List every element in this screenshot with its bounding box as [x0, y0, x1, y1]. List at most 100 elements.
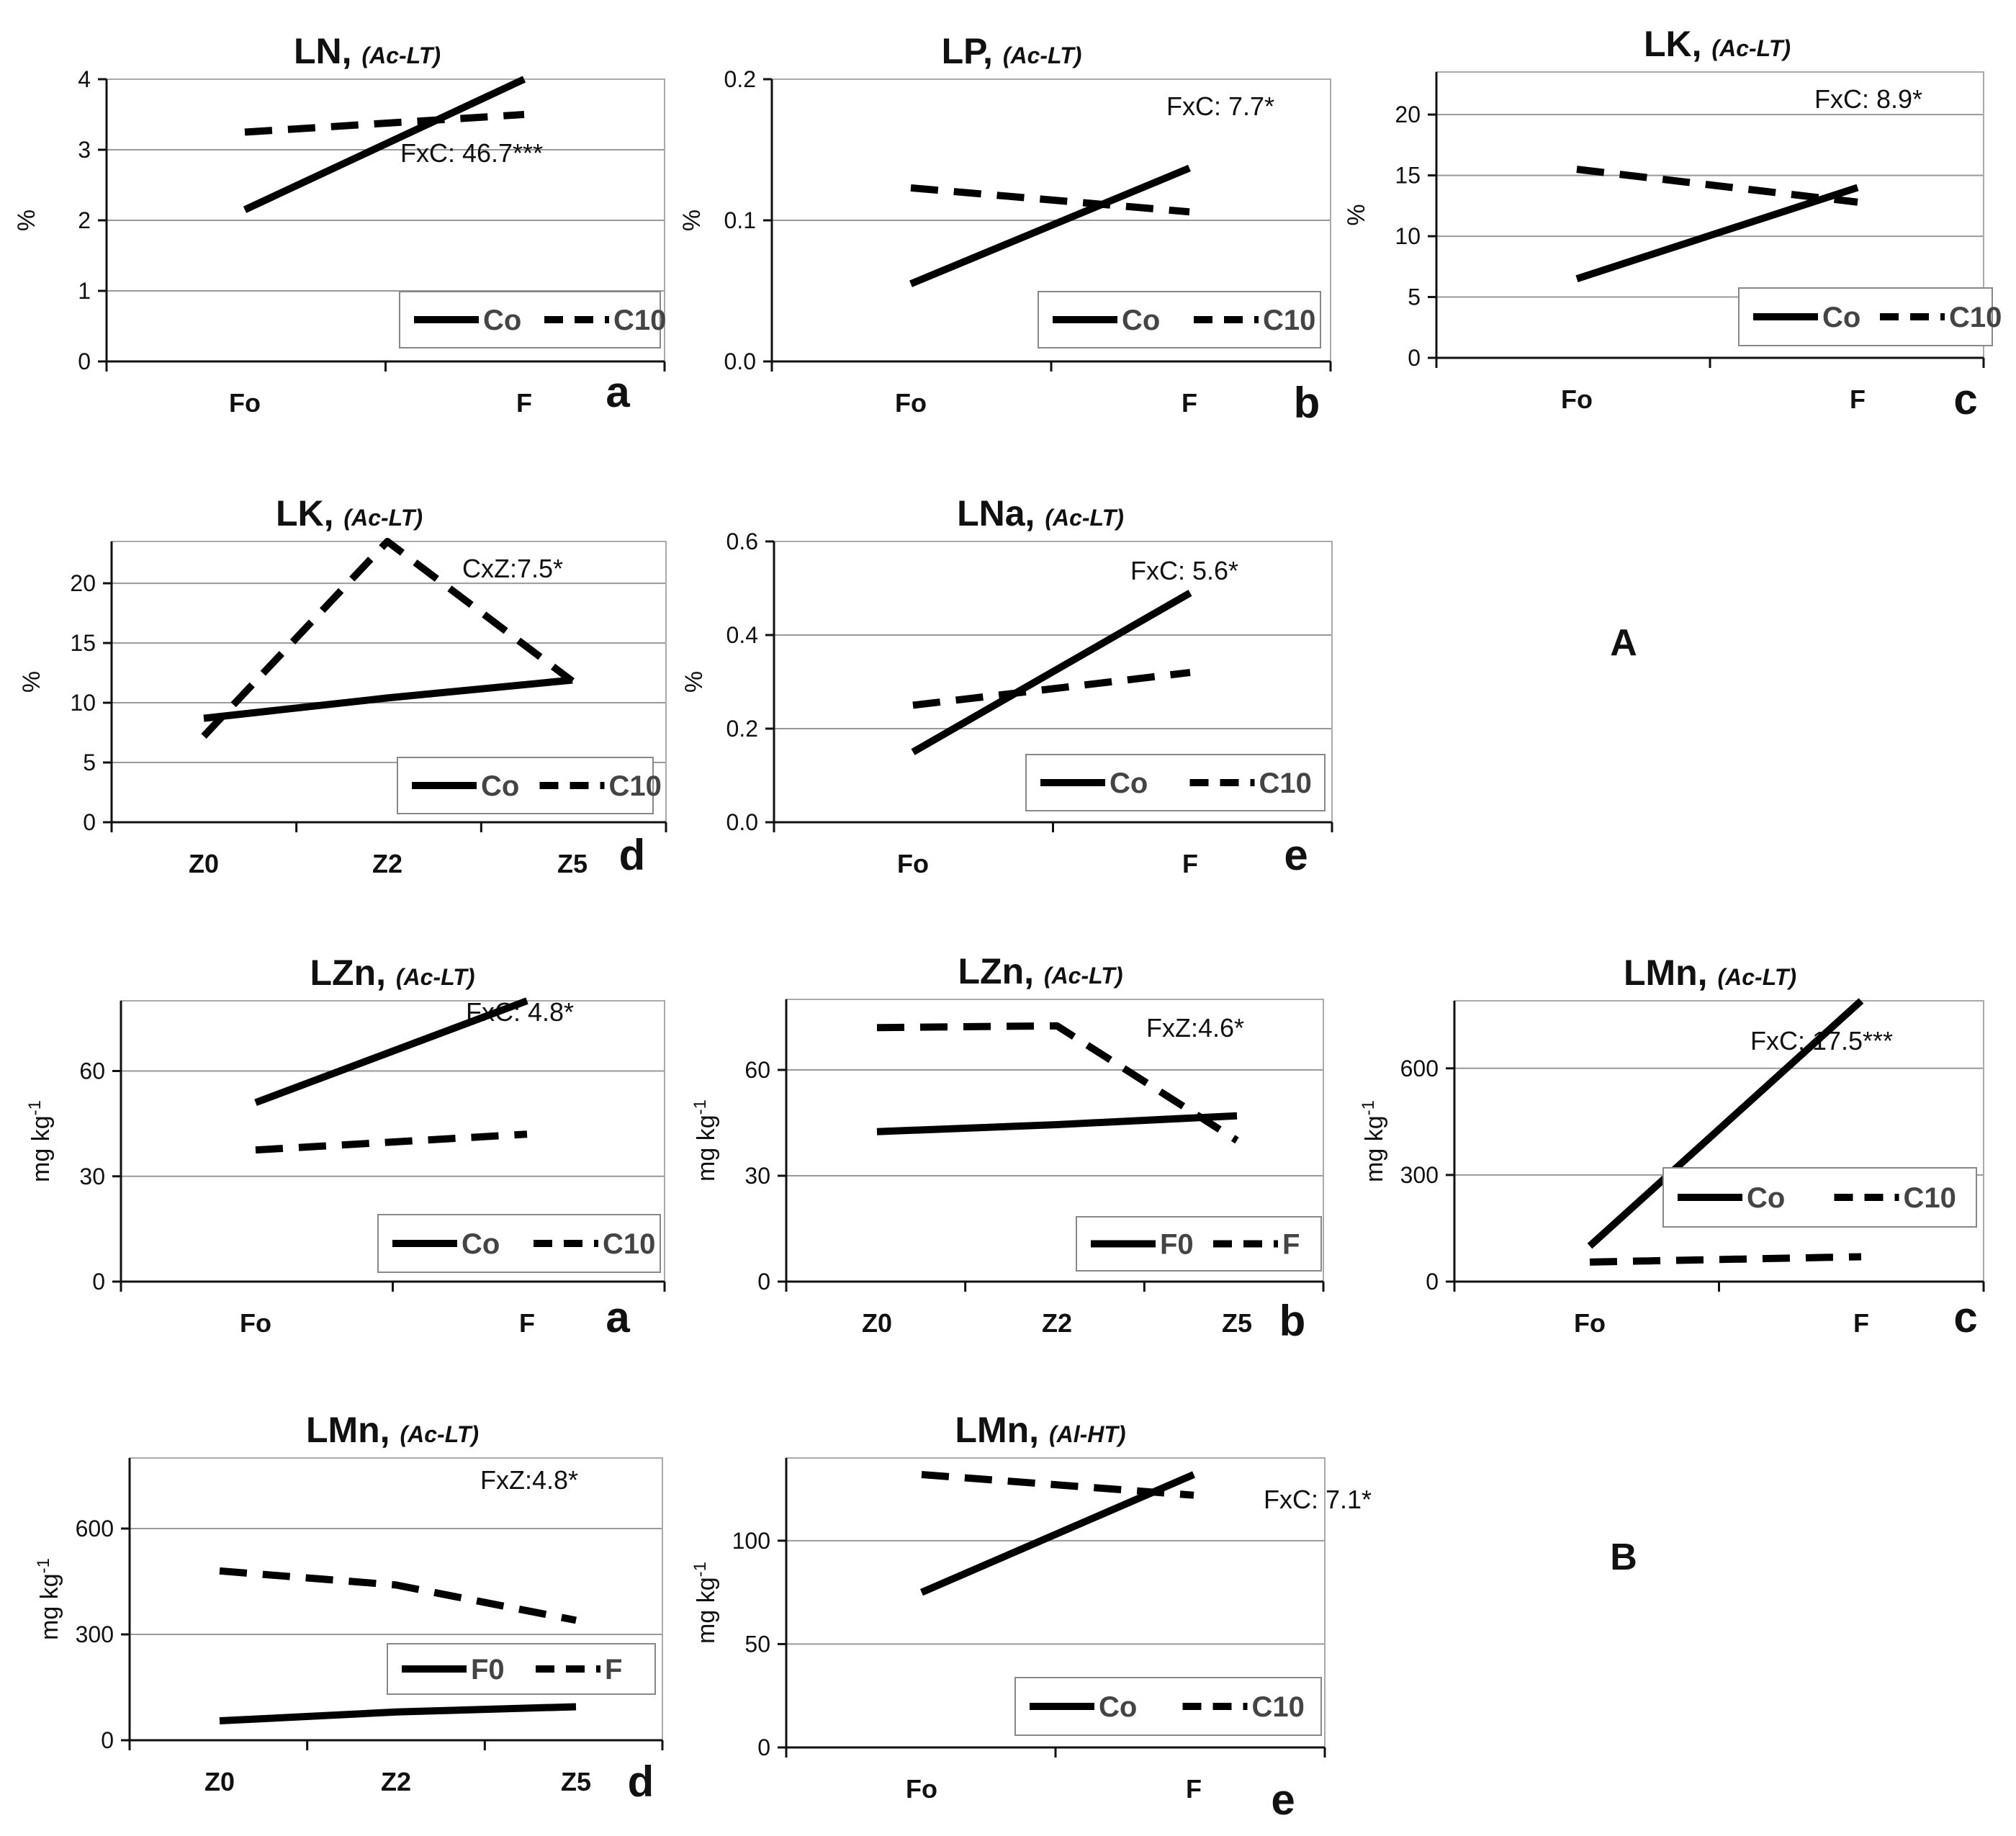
chart-3-y-tick-label: 5 — [1408, 284, 1421, 310]
chart-1-title-subtitle: (Ac-LT) — [361, 42, 441, 68]
chart-7-title-main: LZn, — [958, 951, 1043, 991]
chart-9-title-subtitle: (Ac-LT) — [400, 1421, 479, 1447]
chart-9-legend-label-f0: F0 — [471, 1654, 505, 1686]
chart-10-title-main: LMn, — [955, 1410, 1049, 1450]
chart-4-series-co-line — [203, 676, 573, 722]
chart-6-y-axis-label: mg kg-1 — [25, 1100, 55, 1182]
chart-8-x-tick-label: F — [1853, 1308, 1869, 1338]
chart-3-y-tick-label: 10 — [1395, 223, 1421, 249]
chart-7-panel-letter: b — [1279, 1297, 1306, 1345]
chart-4-y-tick-label: 0 — [83, 809, 96, 835]
chart-2-legend-label-c10: C10 — [1263, 305, 1315, 336]
chart-1-series-co-line — [243, 76, 526, 213]
chart-9-title: LMn, (Ac-LT) — [306, 1410, 479, 1450]
chart-10-panel-letter: e — [1271, 1776, 1295, 1824]
chart-8-title-main: LMn, — [1624, 953, 1718, 993]
chart-6-title-main: LZn, — [310, 953, 395, 993]
chart-9-x-tick-label: Z2 — [381, 1767, 411, 1796]
chart-2-series-c10-line — [910, 184, 1190, 216]
chart-4-y-axis-label: % — [18, 671, 45, 693]
chart-5-legend-label-c10: C10 — [1259, 768, 1312, 799]
chart-3-title-main: LK, — [1644, 24, 1711, 64]
chart-9-y-tick-label: 300 — [76, 1621, 114, 1647]
chart-8-y-tick-label: 600 — [1400, 1056, 1439, 1081]
chart-8-plot-area — [1454, 1000, 1984, 1282]
chart-3-panel-letter: c — [1953, 375, 1977, 423]
chart-3-annotation: FxC: 8.9* — [1814, 84, 1922, 114]
chart-6-series-co-line — [254, 997, 528, 1107]
chart-8-panel-letter: c — [1953, 1293, 1977, 1341]
chart-4-series-c10-line — [201, 538, 575, 739]
chart-10-x-tick-label: Fo — [906, 1774, 937, 1804]
chart-2-y-axis-label: % — [678, 210, 706, 231]
chart-7-series-f0-line — [876, 1112, 1238, 1135]
chart-7-title: LZn, (Ac-LT) — [958, 951, 1122, 991]
chart-5-panel-letter: e — [1284, 831, 1308, 879]
chart-9-x-tick-label: Z5 — [561, 1767, 591, 1796]
chart-1-x-tick-label: Fo — [229, 388, 261, 418]
chart-1-y-tick-label: 0 — [78, 348, 91, 374]
chart-1-series-c10-line — [244, 111, 525, 136]
chart-6-title: LZn, (Ac-LT) — [310, 953, 474, 993]
chart-1-annotation: FxC: 46.7*** — [400, 138, 543, 168]
chart-9-y-axis-label: mg kg-1 — [34, 1558, 63, 1640]
chart-9-x-tick-label: Z0 — [204, 1767, 235, 1796]
chart-7-y-tick-label: 60 — [744, 1057, 770, 1083]
chart-4-title-main: LK, — [276, 493, 343, 534]
chart-4-title-subtitle: (Ac-LT) — [343, 505, 423, 531]
group-label-B: B — [1610, 1536, 1637, 1578]
group-label-A: A — [1610, 622, 1637, 664]
chart-10-legend-box — [1014, 1677, 1322, 1736]
chart-5-x-tick-label: Fo — [897, 849, 929, 878]
chart-5-y-tick-label: 0.0 — [726, 809, 758, 835]
chart-10-annotation: FxC: 7.1* — [1264, 1485, 1372, 1514]
chart-4-y-tick-label: 10 — [70, 690, 96, 716]
chart-2-x-tick-label: F — [1182, 388, 1197, 418]
chart-9-y-tick-label: 600 — [76, 1516, 114, 1542]
chart-5-series-co-line — [911, 590, 1192, 755]
chart-4-panel-letter: d — [619, 831, 646, 879]
chart-3-legend-label-co: Co — [1822, 302, 1860, 333]
chart-1-y-tick-label: 1 — [78, 278, 91, 304]
chart-3-title: LK, (Ac-LT) — [1644, 24, 1791, 64]
chart-5-y-tick-label: 0.2 — [726, 716, 758, 742]
chart-1-legend-label-c10: C10 — [613, 305, 666, 336]
chart-9-series-f-line — [219, 1567, 577, 1624]
chart-3-series-co-line — [1575, 184, 1859, 282]
chart-6-y-tick-label: 30 — [79, 1164, 105, 1189]
chart-6-legend-label-c10: C10 — [603, 1228, 655, 1260]
chart-1-y-axis-label: % — [13, 210, 40, 231]
chart-6-y-tick-label: 60 — [79, 1058, 105, 1084]
chart-7-y-tick-label: 30 — [744, 1163, 770, 1189]
chart-4-legend-label-co: Co — [481, 770, 519, 802]
chart-2-panel-letter: b — [1294, 379, 1320, 427]
chart-1-title: LN, (Ac-LT) — [294, 31, 441, 71]
chart-5-x-tick-label: F — [1182, 849, 1198, 878]
chart-6-x-tick-label: Fo — [240, 1308, 271, 1338]
chart-2-legend-box — [1038, 291, 1321, 348]
chart-3-legend-label-c10: C10 — [1949, 302, 2002, 333]
chart-7-legend-label-f: F — [1282, 1229, 1300, 1261]
chart-10-x-tick-label: F — [1186, 1774, 1202, 1804]
chart-7-x-tick-label: Z0 — [862, 1308, 892, 1338]
chart-2-annotation: FxC: 7.7* — [1166, 91, 1274, 121]
chart-5-title-main: LNa, — [957, 493, 1045, 534]
chart-10-y-axis-label: mg kg-1 — [690, 1562, 720, 1644]
chart-10-legend-label-c10: C10 — [1252, 1691, 1305, 1723]
chart-7-annotation: FxZ:4.6* — [1146, 1013, 1244, 1043]
chart-8-title-subtitle: (Ac-LT) — [1717, 964, 1796, 990]
chart-4-annotation: CxZ:7.5* — [462, 554, 563, 583]
chart-2-series-co-line — [909, 164, 1191, 287]
chart-1-panel-letter: a — [606, 368, 630, 416]
chart-9-y-tick-label: 0 — [101, 1727, 114, 1753]
chart-9-series-f0-line — [219, 1703, 577, 1725]
chart-4-y-tick-label: 5 — [83, 750, 96, 775]
chart-10-y-tick-label: 0 — [757, 1734, 770, 1760]
chart-10-title: LMn, (Al-HT) — [955, 1410, 1125, 1450]
chart-10-y-tick-label: 50 — [744, 1631, 770, 1657]
chart-7-title-subtitle: (Ac-LT) — [1044, 963, 1123, 989]
chart-2-title-main: LP, — [942, 31, 1003, 71]
chart-4-x-tick-label: Z2 — [372, 849, 402, 878]
chart-4-y-tick-label: 20 — [70, 570, 96, 596]
